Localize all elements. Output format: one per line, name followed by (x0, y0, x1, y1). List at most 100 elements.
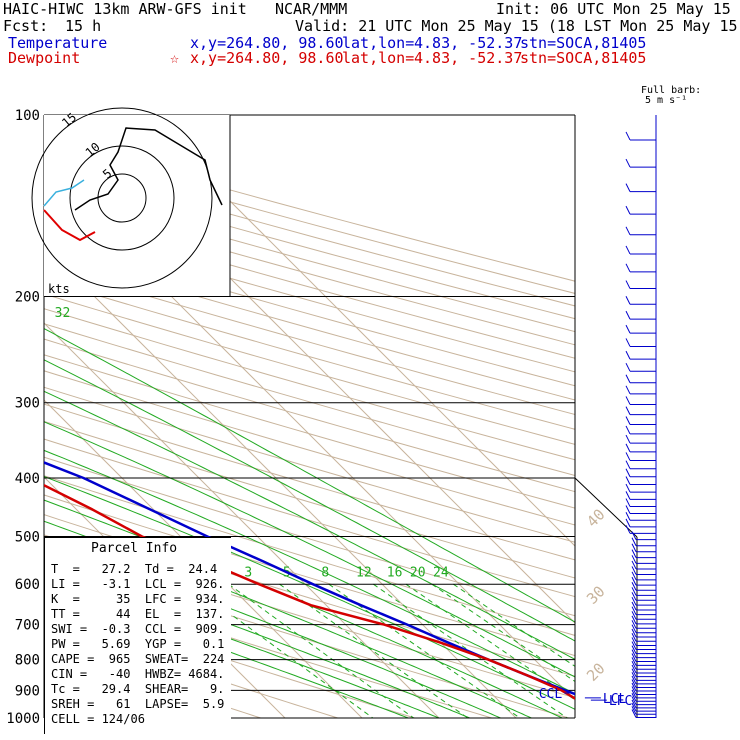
wind-barb-flag (625, 518, 631, 528)
dewpoint-legend-star-icon: ☆ (170, 49, 180, 67)
dewpoint-legend-latlon-label: lat,lon= (342, 49, 415, 67)
dry-adiabat-line (44, 475, 575, 636)
wind-barb-flag (631, 641, 637, 650)
pressure-tick-label: 700 (15, 618, 40, 634)
parcel-row: T = 27.2 Td = 24.4 (51, 562, 218, 576)
wind-barb-flag (631, 633, 637, 642)
isotherm-line (143, 115, 575, 547)
wind-barb-flag (625, 350, 631, 360)
pressure-tick-label: 100 (15, 108, 40, 124)
wind-barb-flag (631, 672, 637, 681)
level-marker-label: LCL (603, 692, 627, 707)
wind-barb-flag (631, 628, 637, 638)
dry-adiabat-line (44, 494, 575, 657)
dry-adiabat-line (44, 264, 575, 416)
isotherm-line (44, 245, 517, 718)
wind-barb-flag (631, 596, 637, 606)
wind-barb-flag (631, 653, 637, 662)
wind-barb-flag (631, 696, 637, 705)
wind-barb-flag (625, 158, 631, 168)
wind-barb-flag (625, 468, 631, 477)
wind-barb-flag (631, 637, 637, 646)
pressure-tick-label: 600 (15, 577, 40, 593)
wind-barb-flag (631, 582, 637, 591)
dry-adiabat-line (44, 599, 415, 718)
wind-barb-flag (625, 443, 631, 453)
wind-barb-flag (631, 537, 637, 546)
hodograph-background (44, 115, 230, 296)
wind-barb-flag (631, 624, 637, 633)
hodograph-ring (31, 107, 213, 289)
model-title: HAIC-HIWC 13km ARW-GFS init (3, 0, 247, 18)
parcel-row: SREH = 61 LAPSE= 5.9 (51, 697, 225, 711)
wind-barb-flag (625, 131, 631, 141)
hodograph-trace-upper (74, 127, 223, 211)
wind-barb-flag (631, 689, 637, 699)
parcel-row: CELL = 124/06 (51, 712, 145, 726)
dewpoint-legend-latlon: 4.83, -52.37 (414, 49, 523, 67)
wind-barb-flag (631, 576, 637, 586)
dry-adiabat-line (44, 576, 492, 718)
wind-barb-flag (631, 606, 637, 615)
wind-barb-flag (625, 296, 631, 305)
mixing-ratio-line (453, 583, 575, 667)
mixing-ratio-label: 8 (321, 566, 329, 581)
pressure-tick-label: 900 (15, 683, 40, 699)
wind-barb-flag (625, 374, 631, 383)
wind-barb-flag (631, 592, 637, 601)
wind-barb-flag (631, 709, 637, 718)
barb-legend-title: Full barb: (641, 85, 702, 96)
temperature-legend-latlon-label: lat,lon= (342, 34, 415, 52)
wind-barb-flag (625, 324, 631, 334)
isotherm-label: 40 (583, 505, 609, 531)
wind-barb-flag (631, 693, 637, 702)
parcel-row: CAPE = 965 SWEAT= 224 (51, 652, 225, 666)
mixing-ratio-label: 12 (356, 566, 372, 581)
mixing-ratio-label: 16 (387, 566, 403, 581)
wind-barb-flag (625, 183, 631, 192)
moist-adiabat-label: 32 (55, 306, 71, 321)
moist-adiabat-line (44, 586, 409, 718)
wind-barb-flag (631, 702, 637, 712)
wind-barb-flag (631, 620, 637, 629)
temperature-profile-line (44, 461, 575, 696)
dry-adiabat-line (44, 438, 575, 598)
dewpoint-profile-line (44, 483, 575, 700)
isotherm-line (44, 399, 363, 718)
wind-barb-flag (625, 396, 631, 405)
wind-barb-flag (625, 362, 631, 372)
isotherm-label: 20 (583, 659, 609, 685)
init-time: Init: 06 UTC Mon 25 May 15 (496, 0, 731, 18)
wind-barb-flag (625, 406, 631, 415)
wind-barb-flag (631, 611, 637, 620)
mixing-ratio-line (373, 583, 568, 718)
wind-barb-flag (625, 483, 631, 493)
wind-barb-flag (631, 706, 637, 715)
wind-barb-flag (631, 555, 637, 564)
wind-barb-flag (631, 664, 637, 674)
hodograph-units-label: kts (48, 282, 70, 296)
dewpoint-legend-station: stn=SOCA,81405 (520, 49, 647, 67)
parcel-row: Tc = 29.4 SHEAR= 9. (51, 682, 225, 696)
wind-barb-flag (631, 686, 637, 695)
wind-barb-flag (625, 245, 631, 255)
parcel-row: LI = -3.1 LCL = 926. (51, 577, 225, 591)
wind-barb-flag (625, 385, 631, 395)
wind-barb-flag (631, 601, 637, 611)
dry-adiabat-line (44, 211, 575, 359)
forecast-hours: 15 h (65, 17, 102, 35)
hodograph-trace-low (43, 209, 96, 242)
level-marker-label: LFC (609, 694, 632, 709)
wind-barb-flag (625, 476, 631, 485)
wind-barb-flag (631, 668, 637, 677)
wind-barb-flag (625, 525, 631, 534)
dry-adiabat-line (44, 293, 575, 445)
wind-barb-flag (631, 615, 637, 625)
parcel-row: TT = 44 EL = 137. (51, 607, 225, 621)
parcel-row: K = 35 LFC = 934. (51, 592, 225, 606)
pressure-tick-label: 500 (15, 529, 40, 545)
wind-barb-flag (625, 498, 631, 507)
pressure-tick-label: 800 (15, 653, 40, 669)
wind-barb-flag (625, 310, 631, 320)
